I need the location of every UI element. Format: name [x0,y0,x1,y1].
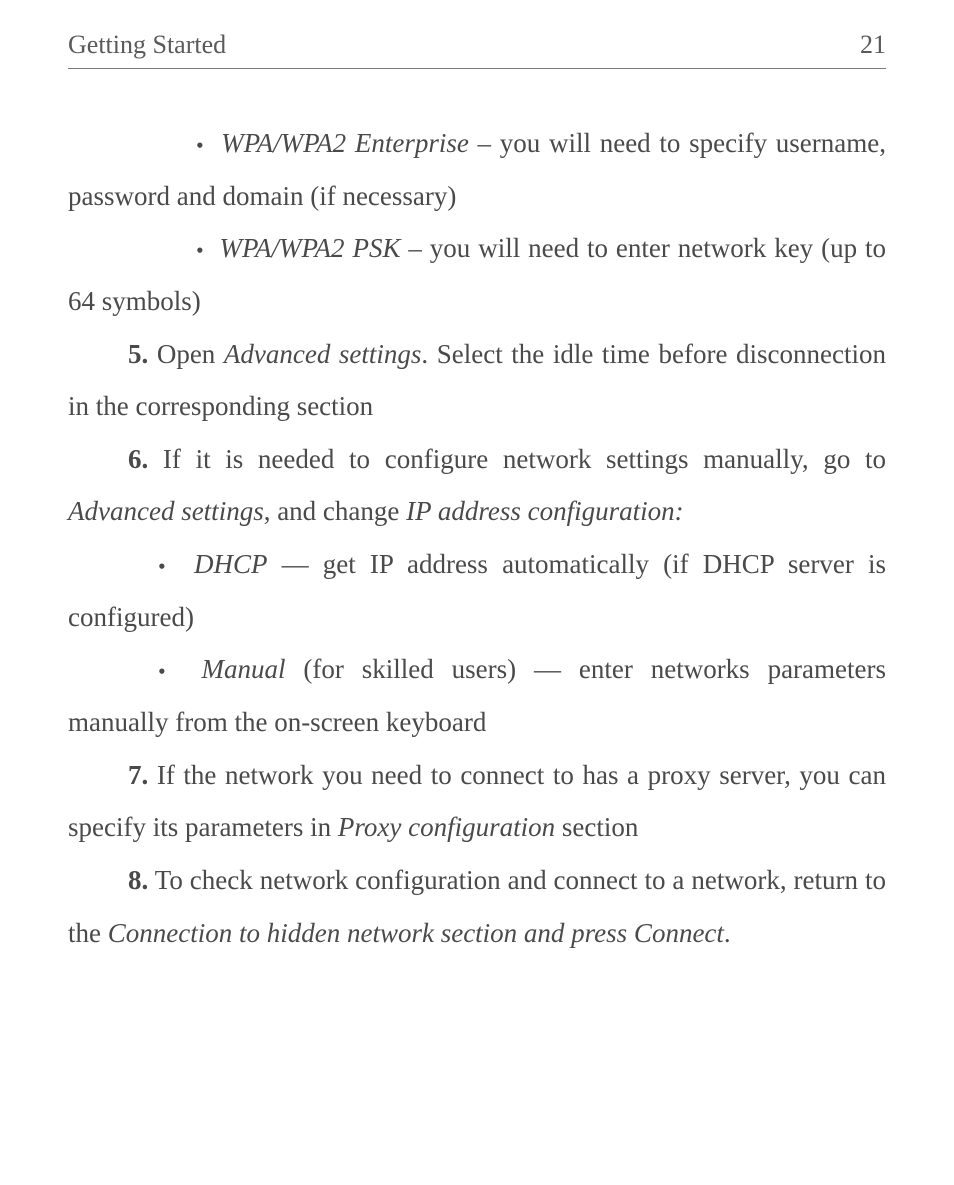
step-6-number: 6. [128,444,148,474]
proxy-config-label: Proxy configuration [338,812,555,842]
page-content: • WPA/WPA2 Enterprise – you will need to… [68,117,886,959]
step-6-text-a: If it is needed to configure network set… [148,444,886,474]
manual-label: Manual [201,654,285,684]
advanced-settings-label-2: Advanced settings [68,496,264,526]
step-7-text-b: section [555,812,638,842]
wpa-psk-label: WPA/WPA2 PSK [220,233,401,263]
step-7-number: 7. [128,760,148,790]
manual-text: (for skilled users) — enter networks par… [68,654,886,737]
bullet-item-dhcp: • DHCP — get IP address automatically (i… [68,538,886,643]
step-8-number: 8. [128,865,148,895]
advanced-settings-label-1: Advanced settings [224,339,422,369]
bullet-item-wpa-enterprise: • WPA/WPA2 Enterprise – you will need to… [68,117,886,222]
step-8-text-b: . [724,918,731,948]
dhcp-label: DHCP [194,549,268,579]
page-header: Getting Started 21 [68,30,886,69]
ip-address-config-label: IP address configuration: [406,496,684,526]
step-5-text-a: Open [148,339,224,369]
step-5-number: 5. [128,339,148,369]
header-title: Getting Started [68,30,226,60]
dhcp-text: — get IP address automatically (if DHCP … [68,549,886,632]
wpa-enterprise-label: WPA/WPA2 Enterprise [221,128,469,158]
wpa-enterprise-text: – you will need to specify username, pas… [68,128,886,211]
wpa-psk-text: – you will need to enter network key (up… [68,233,886,316]
connection-hidden-label: Connection to hidden network section and… [108,918,724,948]
page-number: 21 [860,30,886,60]
step-6-text-b: , and change [264,496,406,526]
step-5: 5. Open Advanced settings. Select the id… [68,328,886,433]
step-8: 8. To check network configuration and co… [68,854,886,959]
step-6: 6. If it is needed to configure network … [68,433,886,538]
bullet-item-manual: • Manual (for skilled users) — enter net… [68,643,886,748]
step-7: 7. If the network you need to connect to… [68,749,886,854]
bullet-item-wpa-psk: • WPA/WPA2 PSK – you will need to enter … [68,222,886,327]
